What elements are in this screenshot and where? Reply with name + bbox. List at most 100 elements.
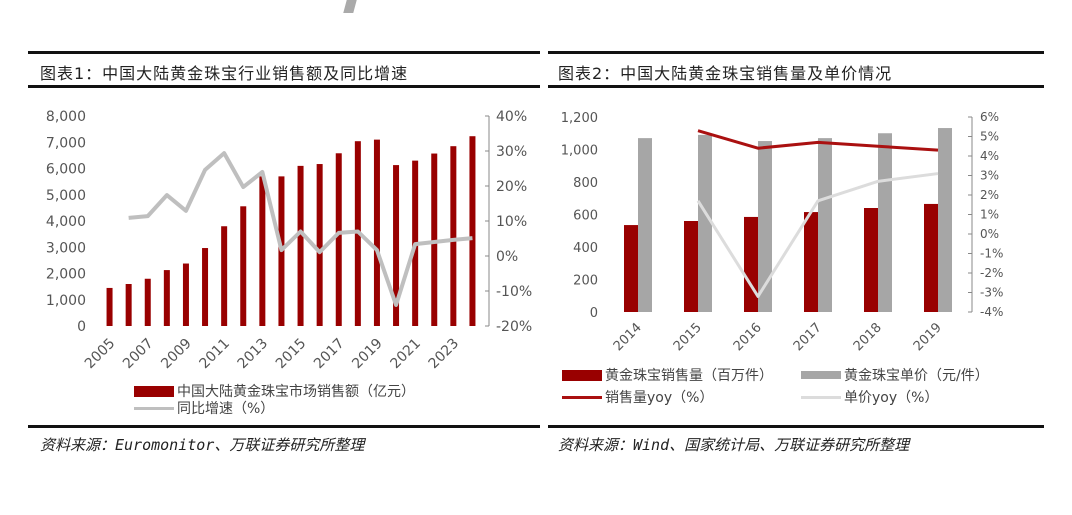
y2-tick-label: -2% <box>980 266 1003 280</box>
bar-sales-2019 <box>373 139 380 326</box>
legend-swatch-line <box>134 406 174 410</box>
source-note: 资料来源：Wind、国家统计局、万联证券研究所整理 <box>558 436 910 454</box>
y2-tick-label: 4% <box>980 149 999 163</box>
legend-label: 黄金珠宝单价（元/件） <box>844 368 989 384</box>
legend-swatch-bar <box>801 371 841 379</box>
legend-swatch-bar <box>134 385 174 397</box>
y-tick-label: 6,000 <box>46 162 86 178</box>
bar-sales-2007 <box>144 278 151 326</box>
bar-sales-2023 <box>450 146 457 326</box>
y2-tick-label: 30% <box>496 144 527 160</box>
y-tick-label: 7,000 <box>46 135 86 151</box>
line-price-yoy <box>696 172 939 298</box>
bar-price-2016 <box>758 141 772 312</box>
y-tick-label: 400 <box>573 241 598 256</box>
title-bottom-rule <box>28 85 540 88</box>
y2-tick-label: -3% <box>980 286 1003 300</box>
line-volume-yoy <box>697 129 939 152</box>
legend-item-price: 黄金珠宝单价（元/件） <box>801 365 989 385</box>
legend-item-volume: 黄金珠宝销售量（百万件） <box>562 365 773 385</box>
x-tick-label: 2016 <box>731 320 765 354</box>
x-tick-label: 2007 <box>120 336 157 373</box>
x-tick-label: 2021 <box>387 336 424 373</box>
y2-tick-label: 0% <box>496 249 518 265</box>
bar-volume-2016 <box>744 216 758 312</box>
x-tick-label: 2013 <box>235 336 272 373</box>
bar-price-2019 <box>938 128 952 312</box>
x-tick-label: 2019 <box>349 336 386 373</box>
x-tick-label: 2017 <box>791 320 825 354</box>
y2-tick-label: -20% <box>496 319 532 335</box>
title-top-rule <box>28 51 540 54</box>
x-tick-label: 2005 <box>82 336 119 373</box>
y-tick-label: 3,000 <box>46 240 86 256</box>
y2-tick-label: 40% <box>496 109 527 125</box>
y-tick-label: 5,000 <box>46 188 86 204</box>
bar-sales-2012 <box>240 206 247 326</box>
bar-sales-2017 <box>335 153 342 326</box>
y2-tick-label: -10% <box>496 284 532 300</box>
bar-sales-2024 <box>469 136 476 326</box>
title-top-rule <box>548 51 1044 54</box>
x-tick-label: 2019 <box>911 320 945 354</box>
bar-volume-2017 <box>804 212 818 312</box>
y-tick-label: 2,000 <box>46 267 86 283</box>
legend-swatch-bar <box>562 369 602 381</box>
bar-sales-2022 <box>431 153 438 326</box>
source-rule <box>28 425 540 428</box>
bar-volume-2015 <box>684 221 698 312</box>
legend-label: 中国大陆黄金珠宝市场销售额（亿元） <box>177 384 415 400</box>
y-tick-label: 4,000 <box>46 214 86 230</box>
source-rule <box>548 425 1044 428</box>
y2-tick-label: 3% <box>980 169 999 183</box>
y-tick-label: 0 <box>77 319 86 335</box>
y-tick-label: 1,000 <box>46 293 86 309</box>
x-tick-label: 2015 <box>273 336 310 373</box>
bar-sales-2009 <box>182 263 189 326</box>
y-tick-label: 600 <box>573 209 598 224</box>
x-tick-label: 2009 <box>158 336 195 373</box>
legend-label: 黄金珠宝销售量（百万件） <box>605 368 773 384</box>
y-tick-label: 1,200 <box>561 111 598 126</box>
bar-price-2014 <box>638 138 652 312</box>
y2-tick-label: 0% <box>980 227 999 241</box>
x-tick-label: 2014 <box>611 320 645 354</box>
bar-sales-2006 <box>125 284 132 326</box>
y2-tick-label: 10% <box>496 214 527 230</box>
x-tick-label: 2023 <box>426 336 463 373</box>
bar-sales-2016 <box>316 164 323 326</box>
x-tick-label: 2018 <box>851 320 885 354</box>
bar-volume-2019 <box>924 203 938 312</box>
chart-title: 图表1：中国大陆黄金珠宝行业销售额及同比增速 <box>40 64 409 83</box>
bar-volume-2014 <box>624 225 638 312</box>
legend-item-price-yoy: 单价yoy（%） <box>801 387 938 407</box>
legend-swatch-line <box>562 395 602 399</box>
volume-price-chart: 0 200 400 600 800 1,000 1,200 -4% -3% -2% -1% 0% 1% 2… <box>561 110 1004 354</box>
bar-price-2017 <box>818 138 832 312</box>
y-tick-label: 8,000 <box>46 109 86 125</box>
y-tick-label: 0 <box>590 306 598 321</box>
title-bottom-rule <box>548 85 1044 88</box>
y-tick-label: 200 <box>573 274 598 289</box>
x-tick-label: 2011 <box>196 336 233 373</box>
legend-item-yoy: 同比增速（%） <box>134 398 274 418</box>
bar-sales-2011 <box>221 226 228 326</box>
bar-sales-2015 <box>297 165 304 326</box>
y2-tick-label: 2% <box>980 188 999 202</box>
bar-price-2015 <box>698 134 712 312</box>
y-tick-label: 1,000 <box>561 144 598 159</box>
sales-chart: 0 1,000 2,000 3,000 4,000 5,000 6,000 7,000 8,00… <box>46 109 532 373</box>
x-tick-label: 2017 <box>311 336 348 373</box>
bar-sales-2010 <box>202 248 209 326</box>
bar-sales-2008 <box>163 270 170 326</box>
legend-item-sales: 中国大陆黄金珠宝市场销售额（亿元） <box>134 381 415 401</box>
y2-tick-label: -4% <box>980 305 1003 319</box>
bar-price-2018 <box>878 133 892 312</box>
bar-sales-2013 <box>259 176 266 326</box>
source-note: 资料来源：Euromonitor、万联证券研究所整理 <box>40 436 365 454</box>
bar-volume-2018 <box>864 208 878 312</box>
y2-tick-label: 6% <box>980 110 999 124</box>
y2-tick-label: 20% <box>496 179 527 195</box>
legend-label: 单价yoy（%） <box>844 390 939 406</box>
bar-sales-2020 <box>393 165 400 326</box>
